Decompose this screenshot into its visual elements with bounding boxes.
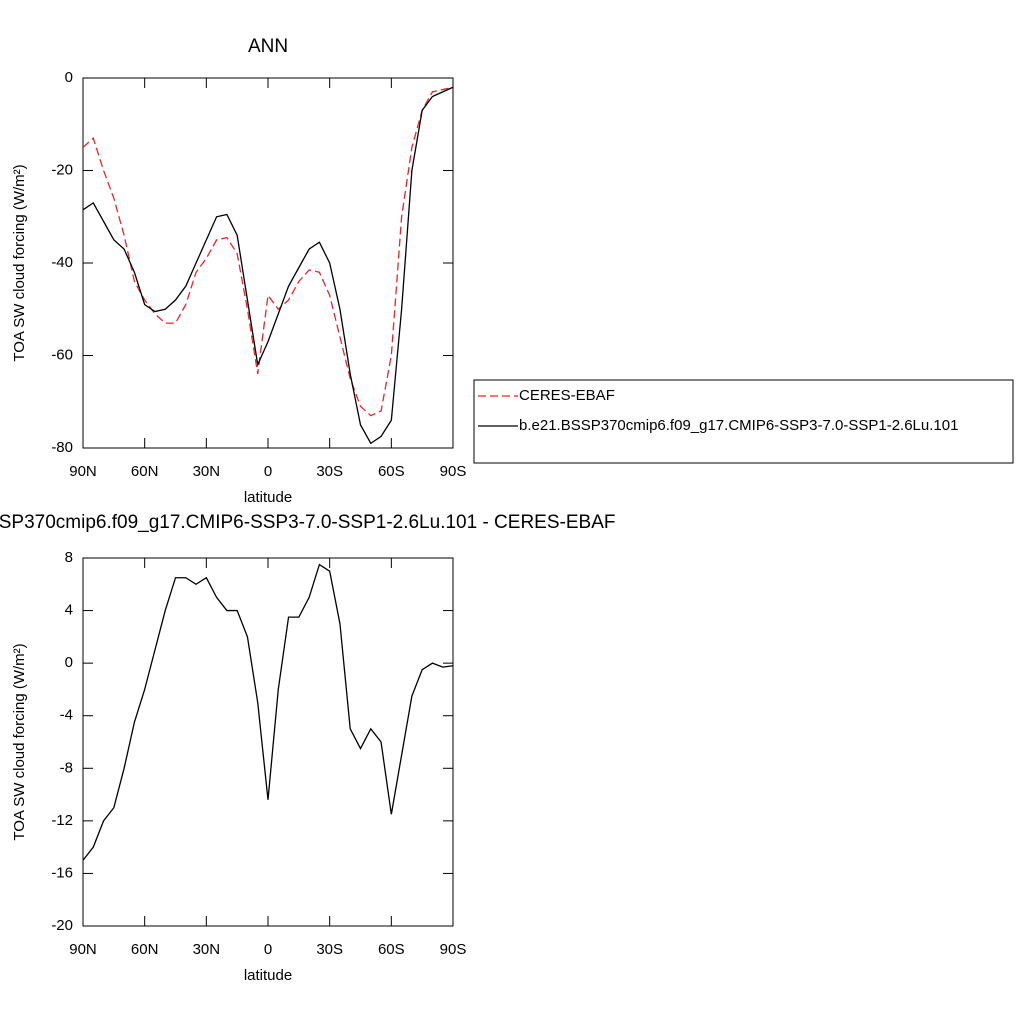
line-series [82,86,454,445]
y-tick-label: -20 [51,161,73,178]
chart-title: ANN [248,36,288,57]
y-tick-label: -12 [51,812,73,829]
legend-label: b.e21.BSSP370cmip6.f09_g17.CMIP6-SSP3-7.… [519,417,958,434]
x-tick-label: 60S [378,941,405,958]
x-tick-label: 60N [131,463,159,480]
x-axis-label: latitude [244,967,292,984]
x-tick-label: 30S [316,463,343,480]
line-series [82,563,454,861]
y-tick-label: -40 [51,254,73,271]
line-series [82,86,454,417]
y-tick-label: -8 [60,759,73,776]
y-tick-label: -16 [51,864,73,881]
y-axis-label: TOA SW cloud forcing (W/m²) [11,643,28,840]
legend-box [473,379,1014,464]
x-tick-label: 0 [264,941,272,958]
plot-frame [82,557,454,927]
x-axis-label: latitude [244,489,292,506]
y-tick-label: -4 [60,707,73,724]
y-tick-label: 0 [65,69,73,86]
x-tick-label: 30N [193,941,221,958]
x-tick-label: 30N [193,463,221,480]
y-axis-label: TOA SW cloud forcing (W/m²) [11,164,28,361]
x-tick-label: 60S [378,463,405,480]
legend-label: CERES-EBAF [519,387,615,404]
x-tick-label: 60N [131,941,159,958]
x-tick-label: 90S [440,463,467,480]
chart-title: b.e21.BSSP370cmip6.f09_g17.CMIP6-SSP3-7.… [0,512,615,533]
y-tick-label: 4 [65,602,73,619]
x-tick-label: 30S [316,941,343,958]
x-tick-label: 90N [69,463,97,480]
y-tick-label: -60 [51,346,73,363]
x-tick-label: 0 [264,463,272,480]
y-tick-label: -20 [51,917,73,934]
x-tick-label: 90N [69,941,97,958]
x-tick-label: 90S [440,941,467,958]
y-tick-label: 0 [65,654,73,671]
y-tick-label: -80 [51,439,73,456]
plot-frame [82,77,454,449]
y-tick-label: 8 [65,549,73,566]
